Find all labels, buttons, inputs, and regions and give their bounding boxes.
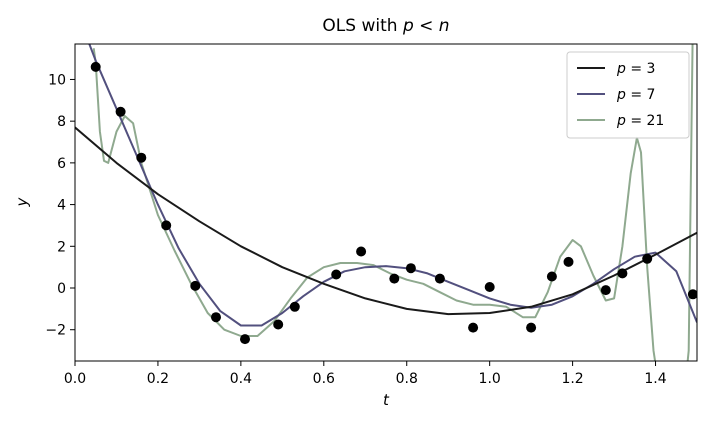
legend-label: p = 21 [616,113,664,129]
series-line-3 [92,44,694,361]
data-point [484,282,495,292]
legend-label: p = 7 [616,87,655,103]
y-tick-label: 4 [57,198,66,214]
data-point [546,271,557,282]
data-point [389,273,400,284]
x-tick-label: 1.4 [644,371,666,387]
x-axis: 0.0 0.2 0.4 0.6 0.8 1.0 1.2 1.4 [64,361,667,387]
data-point [273,319,284,330]
x-tick-label: 0.8 [396,371,418,387]
data-point [211,312,221,323]
y-tick-label: 0 [57,281,66,297]
data-point [563,256,574,267]
data-point [90,61,101,72]
y-tick-label: 2 [57,239,66,255]
data-point [617,268,628,279]
data-point [190,280,201,291]
points-layer [90,61,697,345]
data-point [434,273,445,284]
data-point [468,322,479,333]
data-point [405,263,416,274]
data-point [642,253,653,264]
chart-title: OLS with p < n [322,16,449,36]
y-tick-label: 8 [57,114,66,130]
y-tick-label: −2 [45,323,66,339]
legend-label: p = 3 [616,61,655,77]
x-tick-label: 1.2 [561,371,583,387]
data-point [161,220,172,231]
data-point [136,152,147,163]
series-line-1 [75,126,697,316]
data-point [331,269,342,280]
y-axis: −2 0 2 4 6 8 10 [45,72,75,339]
data-point [289,301,300,312]
x-tick-label: 0.2 [147,371,169,387]
x-tick-label: 0.0 [64,371,86,387]
x-tick-label: 0.4 [230,371,252,387]
data-point [687,289,697,300]
data-point [356,246,367,257]
x-axis-label: t [383,391,390,409]
x-tick-label: 0.6 [313,371,335,387]
y-tick-label: 10 [48,72,66,88]
data-point [240,334,250,345]
legend: p = 3 p = 7 p = 21 [566,51,690,139]
data-point [600,285,611,296]
y-axis-label: y [13,196,31,207]
series-layer [75,44,697,361]
data-point [526,322,537,333]
y-tick-label: 6 [57,156,66,172]
data-point [115,106,126,117]
series-line-2 [88,44,697,327]
legend-box [566,51,690,139]
x-tick-label: 1.0 [479,371,501,387]
plot-frame [74,43,698,362]
